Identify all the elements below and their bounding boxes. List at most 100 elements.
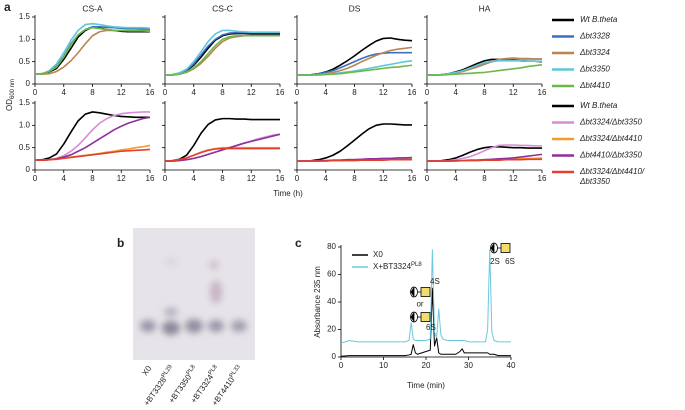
y-axis-label: Absorbance 235 nm (313, 266, 322, 338)
x-tick-label: 4 (324, 174, 329, 183)
legend-label: Δbt3324/Δbt4410 (579, 134, 642, 143)
series-line (164, 117, 280, 162)
x-tick-label: 8 (482, 174, 487, 183)
x-tick-label: 0 (339, 361, 344, 370)
lane-label-sup: PL8 (207, 363, 218, 376)
legend-label: Δbt3324/Δbt3350 (579, 118, 642, 127)
x-tick-label: 4 (192, 174, 197, 183)
x-tick-label: 0 (425, 88, 430, 97)
y-tick-label: 40 (327, 297, 336, 306)
series-line (297, 123, 412, 162)
x-tick-label: 12 (117, 88, 126, 97)
panel-label: a (4, 0, 11, 14)
icon-square (420, 287, 431, 297)
lane-label-name: +BT4410 (210, 375, 236, 407)
panel-label: c (295, 236, 302, 250)
annotation: 4S (430, 277, 440, 286)
x-axis-label: Time (h) (273, 189, 303, 198)
legend-label: Δbt3324 (579, 48, 610, 57)
y-tick-label: 0 (26, 79, 31, 88)
annotation: or (416, 300, 423, 309)
x-tick-label: 16 (276, 88, 285, 97)
x-tick-label: 8 (220, 88, 225, 97)
series-line (164, 147, 280, 162)
x-tick-label: 4 (192, 88, 197, 97)
legend-label: Δbt3324/Δbt4410/Δbt3350 (579, 167, 645, 186)
legend-label: Δbt3350 (579, 65, 610, 74)
x-tick-label: 4 (324, 88, 329, 97)
x-tick-label: 30 (464, 361, 473, 370)
x-tick-label: 16 (538, 174, 547, 183)
y-tick-label: 80 (327, 242, 336, 251)
x-tick-label: 40 (507, 361, 516, 370)
panel-label: b (117, 236, 124, 250)
annotation: 6S (426, 323, 436, 332)
x-tick-label: 0 (163, 88, 168, 97)
lane-label-name: X0 (140, 364, 153, 378)
annotation: 2S (490, 257, 500, 266)
legend-label-name: X+BT3324 (373, 262, 412, 271)
legend-label: Wt B.theta (580, 15, 618, 24)
y-tick-label: 0 (332, 352, 337, 361)
series-line (427, 63, 543, 76)
icon-uronic-half (410, 287, 414, 297)
icon-uronic-half (410, 312, 414, 322)
x-tick-label: 4 (454, 174, 459, 183)
series-line (165, 34, 280, 76)
x-tick-label: 16 (146, 88, 155, 97)
x-tick-label: 16 (146, 174, 155, 183)
x-tick-label: 4 (62, 174, 67, 183)
y-axis-label: OD600 nm (5, 79, 15, 111)
chart-title: DS (349, 3, 361, 13)
x-tick-label: 8 (482, 88, 487, 97)
series-line (164, 29, 280, 76)
x-tick-label: 10 (379, 361, 388, 370)
legend-label: Δbt4410 (579, 81, 610, 90)
series-line (427, 158, 542, 162)
x-tick-label: 0 (163, 174, 168, 183)
x-tick-label: 0 (33, 174, 38, 183)
x-tick-label: 16 (408, 88, 417, 97)
chart-title: CS-C (212, 3, 233, 13)
x-axis-label: Time (min) (407, 381, 445, 390)
x-tick-label: 8 (352, 174, 357, 183)
x-tick-label: 16 (408, 174, 417, 183)
x-tick-label: 8 (220, 174, 225, 183)
x-tick-label: 8 (90, 88, 95, 97)
series-line (297, 158, 412, 162)
y-axis-label-sub: 600 nm (10, 79, 16, 99)
y-tick-label: 20 (327, 325, 336, 334)
series-line (35, 144, 151, 161)
legend-label: Δbt4410/Δbt3350 (579, 151, 642, 160)
oligosaccharide-icon (490, 242, 511, 254)
x-tick-label: 12 (247, 174, 256, 183)
y-tick-label: 0 (26, 165, 31, 174)
legend-label: Wt B.theta (580, 101, 618, 110)
oligosaccharide-icon (410, 286, 431, 298)
y-tick-label: 1.5 (19, 98, 31, 107)
y-tick-label: 0.5 (19, 143, 31, 152)
x-tick-label: 0 (33, 88, 38, 97)
series-line (165, 34, 280, 76)
x-tick-label: 12 (117, 174, 126, 183)
x-tick-label: 12 (247, 88, 256, 97)
lane-label-name: +BT3328 (142, 375, 168, 407)
y-tick-label: 0.5 (19, 57, 31, 66)
icon-square (500, 243, 511, 253)
y-tick-label: 60 (327, 270, 336, 279)
x-tick-label: 16 (538, 88, 547, 97)
chart-title: CS-A (82, 3, 103, 13)
y-axis-label-main: OD (5, 99, 14, 111)
x-tick-label: 4 (62, 88, 67, 97)
x-tick-label: 8 (352, 88, 357, 97)
legend-label-sup: PL8 (411, 262, 422, 268)
series-line (34, 22, 151, 75)
y-tick-label: 1.0 (19, 34, 31, 43)
series-line (34, 26, 151, 75)
x-tick-label: 20 (422, 361, 431, 370)
series-line (34, 111, 150, 161)
annotation: 6S (505, 257, 515, 266)
legend-label: X0 (373, 250, 383, 259)
y-tick-label: 1.5 (19, 12, 31, 21)
